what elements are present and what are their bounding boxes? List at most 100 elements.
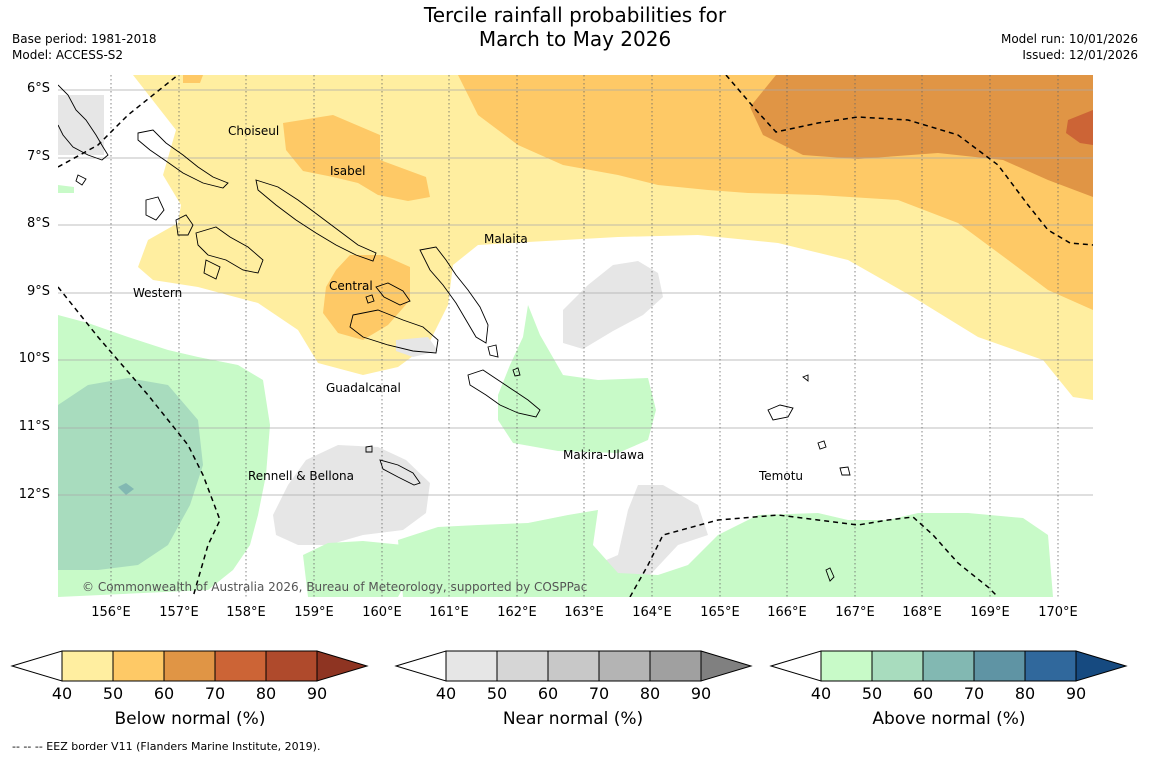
region-label-isabel: Isabel — [330, 164, 366, 178]
region-label-malaita: Malaita — [484, 232, 528, 246]
lon-label-164e: 164°E — [632, 605, 672, 620]
lat-label-11s: 11°S — [18, 419, 50, 434]
lon-label-162e: 162°E — [497, 605, 537, 620]
colorbar-below-tick-90: 90 — [306, 684, 328, 703]
region-label-central: Central — [329, 279, 373, 293]
lat-label-6s: 6°S — [26, 81, 50, 96]
colorbar-above-bin-80 — [1024, 650, 1077, 682]
colorbar-near-title: Near normal (%) — [502, 709, 644, 729]
colorbar-above-bin-60 — [922, 650, 975, 682]
shortland-coast — [75, 174, 87, 186]
above-60-area — [118, 483, 134, 495]
vangunu-coast — [203, 259, 221, 280]
colorbar-below-bin-80 — [265, 650, 318, 682]
lon-label-169e: 169°E — [970, 605, 1010, 620]
map-title: Tercile rainfall probabilities for March… — [0, 3, 1150, 51]
eez-border-south-east — [629, 514, 999, 597]
rennell-coast — [379, 459, 421, 486]
colorbar-above-tick-80: 80 — [1014, 684, 1036, 703]
map-title-line1: Tercile rainfall probabilities for — [423, 3, 727, 27]
colorbar-below-tick-60: 60 — [153, 684, 175, 703]
colorbar-above — [769, 650, 1128, 682]
colorbar-above-tick-40: 40 — [810, 684, 832, 703]
savo-coast — [365, 294, 375, 304]
colorbar-above-tick-70: 70 — [963, 684, 985, 703]
eez-border-north-east — [725, 75, 1093, 246]
colorbar-below-bin-60 — [163, 650, 216, 682]
colorbar-near-arrow-left — [394, 650, 447, 682]
choiseul-coast — [137, 129, 229, 189]
colorbar-above-arrow-right — [1075, 650, 1128, 682]
lon-label-165e: 165°E — [700, 605, 740, 620]
lat-label-12s: 12°S — [18, 487, 50, 502]
bellona-coast — [365, 445, 373, 453]
colorbar-below-bin-40 — [61, 650, 114, 682]
near-40-area-south — [583, 485, 708, 580]
lat-label-8s: 8°S — [26, 216, 50, 231]
issued-date: Issued: 12/01/2026 — [1022, 48, 1138, 62]
colorbar-below — [10, 650, 369, 682]
region-label-choiseul: Choiseul — [228, 124, 280, 138]
colorbar-near-tick-40: 40 — [435, 684, 457, 703]
isabel-coast — [255, 179, 377, 262]
lon-label-163e: 163°E — [564, 605, 604, 620]
meta-left: Base period: 1981-2018 Model: ACCESS-S2 — [12, 31, 157, 63]
below-50-area-west — [183, 75, 203, 83]
colorbar-below-title: Below normal (%) — [114, 709, 266, 729]
santa-cruz-coast — [767, 404, 794, 421]
malaita-coast — [419, 246, 489, 344]
colorbar-above-title: Above normal (%) — [872, 709, 1026, 729]
lon-label-167e: 167°E — [835, 605, 875, 620]
colorbar-above-arrow-left — [769, 650, 822, 682]
colorbar-near-bin-60 — [547, 650, 600, 682]
colorbar-below-bin-70 — [214, 650, 267, 682]
colorbar-near-bin-50 — [496, 650, 549, 682]
colorbar-near-bin-80 — [649, 650, 702, 682]
colorbar-near-bin-70 — [598, 650, 651, 682]
colorbar-below-tick-50: 50 — [102, 684, 124, 703]
coastlines — [58, 84, 851, 582]
base-period: Base period: 1981-2018 — [12, 32, 157, 46]
below-70-area — [1066, 110, 1093, 145]
colorbar-near-bin-40 — [445, 650, 498, 682]
colorbar-near-tick-50: 50 — [486, 684, 508, 703]
colorbar-near — [394, 650, 753, 682]
colorbar-near-tick-90: 90 — [690, 684, 712, 703]
colorbar-above-tick-60: 60 — [912, 684, 934, 703]
lon-label-158e: 158°E — [226, 605, 266, 620]
region-label-makira-ulawa: Makira-Ulawa — [563, 448, 645, 462]
region-label-rennell-bellona: Rennell & Bellona — [248, 469, 355, 483]
colorbar-near-tick-70: 70 — [588, 684, 610, 703]
lon-label-170e: 170°E — [1038, 605, 1078, 620]
near-40-area-central — [563, 261, 663, 349]
colorbar-above-bin-50 — [871, 650, 924, 682]
region-label-guadalcanal: Guadalcanal — [326, 381, 401, 395]
region-label-western: Western — [133, 286, 183, 300]
eez-border-note: -- -- -- EEZ border V11 (Flanders Marine… — [12, 740, 321, 753]
colorbar-above-tick-50: 50 — [861, 684, 883, 703]
colorbar-near-tick-60: 60 — [537, 684, 559, 703]
colorbar-strip — [10, 650, 1128, 682]
colorbar-below-arrow-left — [10, 650, 63, 682]
below-60-area — [750, 75, 1093, 197]
lon-label-159e: 159°E — [294, 605, 334, 620]
reef-islands-coast — [802, 374, 809, 382]
bougainville-coast — [58, 84, 109, 161]
guadalcanal-coast — [349, 309, 439, 354]
forecast-map — [58, 75, 1093, 597]
vella-lavella-coast — [145, 196, 165, 221]
colorbar-below-arrow-right — [316, 650, 369, 682]
tikopia-coast — [825, 567, 835, 582]
colorbar-above-bin-70 — [973, 650, 1026, 682]
lat-label-10s: 10°S — [18, 351, 50, 366]
above-40-area-south-east — [398, 510, 1053, 597]
above-40-area-green-strip — [58, 185, 74, 193]
vanikoro-coast — [817, 440, 827, 450]
eez-border-west — [58, 286, 221, 597]
eez-border-north-west — [58, 75, 179, 168]
copyright-notice: © Commonwealth of Australia 2026, Bureau… — [82, 580, 588, 594]
model-name: Model: ACCESS-S2 — [12, 48, 124, 62]
lon-label-156e: 156°E — [91, 605, 131, 620]
meta-right: Model run: 10/01/2026 Issued: 12/01/2026 — [1001, 31, 1138, 63]
colorbar-below-tick-80: 80 — [255, 684, 277, 703]
